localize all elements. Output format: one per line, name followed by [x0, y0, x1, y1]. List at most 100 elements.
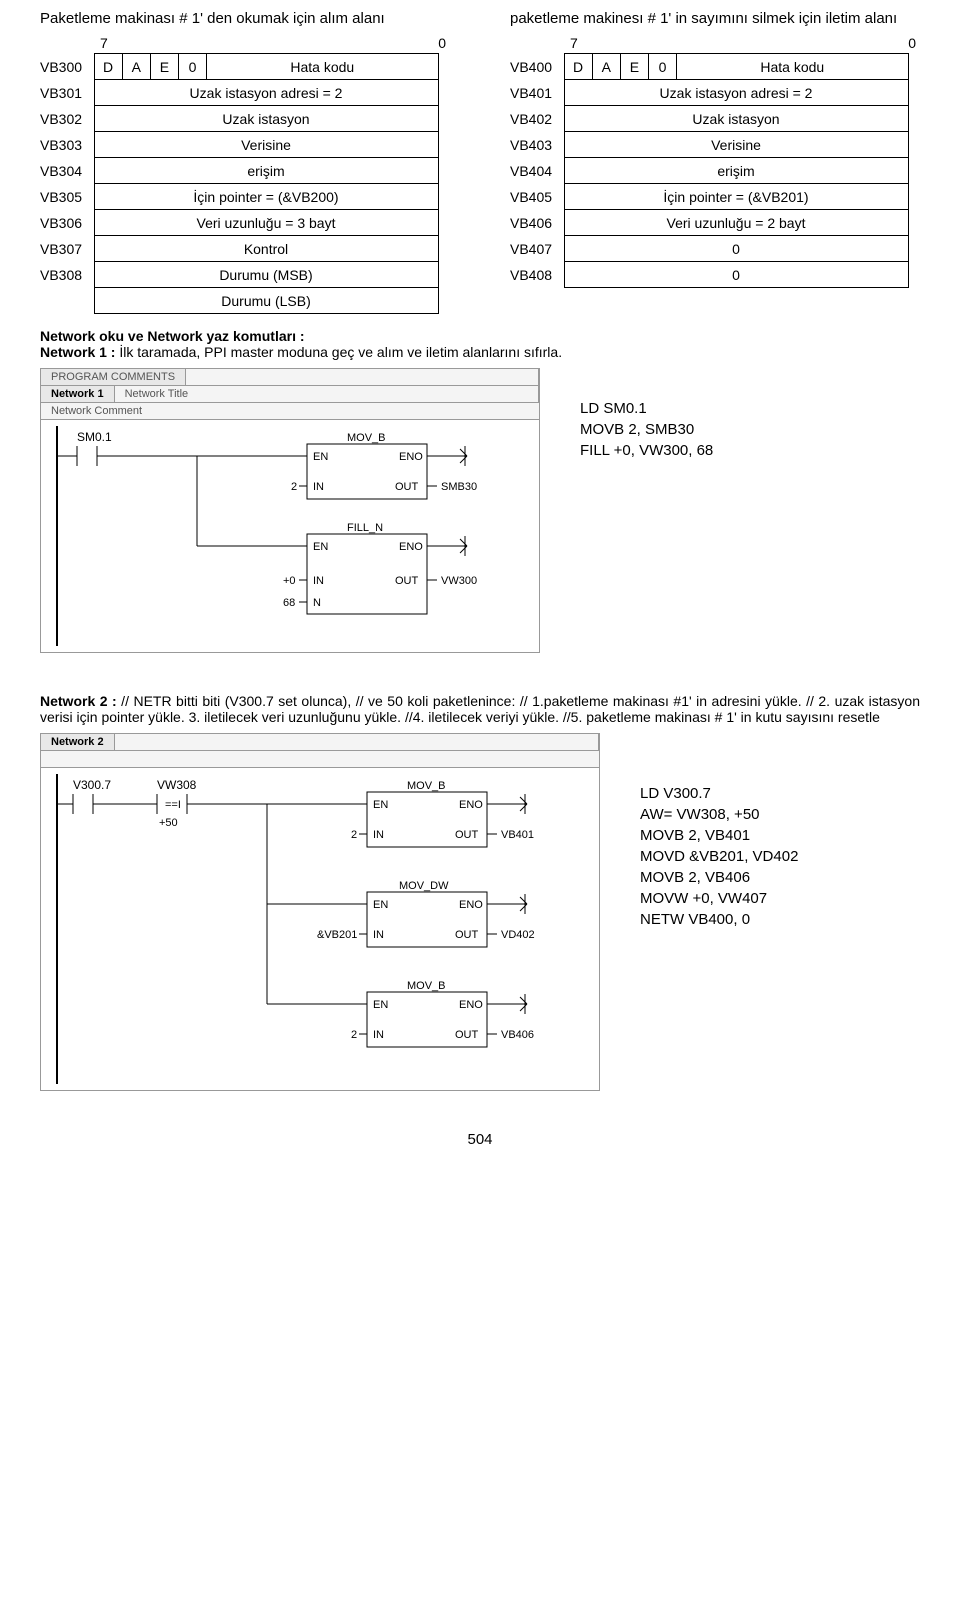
code1-line: MOVB 2, SMB30	[580, 419, 713, 440]
addr-cell	[40, 288, 94, 314]
svg-text:OUT: OUT	[455, 829, 479, 841]
svg-text:MOV_B: MOV_B	[407, 980, 446, 992]
code2-line: MOVB 2, VB401	[640, 825, 798, 846]
svg-text:MOV_B: MOV_B	[407, 780, 446, 792]
data-cell: E	[150, 54, 178, 80]
comment-spacer	[41, 751, 599, 767]
svg-text:VD402: VD402	[501, 929, 535, 941]
addr-cell: VB406	[510, 210, 564, 236]
left-memory-table: VB300DAE0Hata koduVB301Uzak istasyon adr…	[40, 53, 439, 314]
svg-text:IN: IN	[373, 829, 384, 841]
code2-line: NETW VB400, 0	[640, 909, 798, 930]
ladder2-comment-bar	[41, 751, 599, 768]
bit-high: 7	[100, 35, 108, 51]
ladder1-header-bar: PROGRAM COMMENTS	[41, 369, 539, 386]
svg-text:IN: IN	[373, 1029, 384, 1041]
addr-cell: VB401	[510, 80, 564, 106]
table-row: VB4080	[510, 262, 908, 288]
page-number: 504	[40, 1131, 920, 1148]
code1-line: FILL +0, VW300, 68	[580, 440, 713, 461]
addr-cell: VB302	[40, 106, 94, 132]
data-cell: A	[122, 54, 150, 80]
addr-cell: VB403	[510, 132, 564, 158]
program-comments-label: PROGRAM COMMENTS	[41, 369, 186, 385]
data-cell: İçin pointer = (&VB200)	[94, 184, 438, 210]
addr-cell: VB307	[40, 236, 94, 262]
right-memory-table: VB400DAE0Hata koduVB401Uzak istasyon adr…	[510, 53, 909, 288]
contact-label: SM0.1	[77, 430, 112, 444]
svg-text:EN: EN	[313, 451, 328, 463]
data-cell: Hata kodu	[207, 54, 438, 80]
svg-text:68: 68	[283, 597, 295, 609]
addr-cell: VB408	[510, 262, 564, 288]
svg-text:VW308: VW308	[157, 778, 197, 792]
data-cell: Veri uzunluğu = 3 bayt	[94, 210, 438, 236]
code-block-2: LD V300.7 AW= VW308, +50 MOVB 2, VB401 M…	[640, 783, 798, 930]
svg-text:EN: EN	[373, 799, 388, 811]
data-cell: Uzak istasyon	[564, 106, 908, 132]
addr-cell: VB402	[510, 106, 564, 132]
table-row: VB307Kontrol	[40, 236, 438, 262]
addr-cell: VB404	[510, 158, 564, 184]
left-table-col: Paketleme makinası # 1' den okumak için …	[40, 10, 450, 314]
svg-text:VB401: VB401	[501, 829, 534, 841]
ladder1-network-bar: Network 1 Network Title	[41, 386, 539, 403]
data-cell: D	[564, 54, 592, 80]
svg-text:&VB201: &VB201	[317, 929, 357, 941]
table-row: VB402Uzak istasyon	[510, 106, 908, 132]
data-cell: İçin pointer = (&VB201)	[564, 184, 908, 210]
data-cell: E	[620, 54, 648, 80]
network1-label: Network 1	[41, 386, 115, 402]
addr-cell: VB400	[510, 54, 564, 80]
svg-text:2: 2	[351, 1029, 357, 1041]
svg-text:2: 2	[291, 481, 297, 493]
table-row: VB300DAE0Hata kodu	[40, 54, 438, 80]
memory-tables: Paketleme makinası # 1' den okumak için …	[40, 10, 920, 314]
table-row: VB304erişim	[40, 158, 438, 184]
network2-label: Network 2	[41, 734, 115, 750]
svg-text:FILL_N: FILL_N	[347, 522, 383, 534]
table-row: Durumu (LSB)	[40, 288, 438, 314]
data-cell: Kontrol	[94, 236, 438, 262]
svg-text:ENO: ENO	[459, 999, 483, 1011]
code2-line: MOVB 2, VB406	[640, 867, 798, 888]
svg-text:==I: ==I	[165, 799, 181, 811]
data-cell: Durumu (LSB)	[94, 288, 438, 314]
data-cell: D	[94, 54, 122, 80]
table-row: VB303Verisine	[40, 132, 438, 158]
code2-line: LD V300.7	[640, 783, 798, 804]
svg-text:MOV_DW: MOV_DW	[399, 880, 449, 892]
data-cell: erişim	[564, 158, 908, 184]
code2-line: MOVD &VB201, VD402	[640, 846, 798, 867]
svg-text:EN: EN	[373, 899, 388, 911]
ladder2-body: V300.7 VW308 ==I +50 MOV_B EN ENO 2 I	[41, 768, 599, 1090]
addr-cell: VB305	[40, 184, 94, 210]
addr-cell: VB300	[40, 54, 94, 80]
network-title-cell: Network Title	[115, 386, 539, 402]
svg-text:ENO: ENO	[399, 541, 423, 553]
data-cell: 0	[564, 262, 908, 288]
svg-text:2: 2	[351, 829, 357, 841]
code2-line: AW= VW308, +50	[640, 804, 798, 825]
table-row: VB302Uzak istasyon	[40, 106, 438, 132]
svg-text:ENO: ENO	[399, 451, 423, 463]
bit-low: 0	[438, 35, 446, 51]
data-cell: Veri uzunluğu = 2 bayt	[564, 210, 908, 236]
data-cell: 0	[648, 54, 676, 80]
table-row: VB406Veri uzunluğu = 2 bayt	[510, 210, 908, 236]
table-row: VB301Uzak istasyon adresi = 2	[40, 80, 438, 106]
data-cell: 0	[178, 54, 206, 80]
svg-text:OUT: OUT	[395, 575, 419, 587]
n1-text: İlk taramada, PPI master moduna geç ve a…	[115, 344, 562, 360]
table-row: VB306Veri uzunluğu = 3 bayt	[40, 210, 438, 236]
data-cell: Uzak istasyon	[94, 106, 438, 132]
ladder-diagram-2: Network 2 V300.7 VW308 ==I +50 MOV_B	[40, 733, 600, 1091]
data-cell: Verisine	[94, 132, 438, 158]
data-cell: erişim	[94, 158, 438, 184]
svg-text:EN: EN	[313, 541, 328, 553]
right-title: paketleme makinesı # 1' in sayımını silm…	[510, 10, 920, 27]
table-row: VB400DAE0Hata kodu	[510, 54, 908, 80]
addr-cell: VB405	[510, 184, 564, 210]
table-row: VB305İçin pointer = (&VB200)	[40, 184, 438, 210]
svg-text:ENO: ENO	[459, 799, 483, 811]
